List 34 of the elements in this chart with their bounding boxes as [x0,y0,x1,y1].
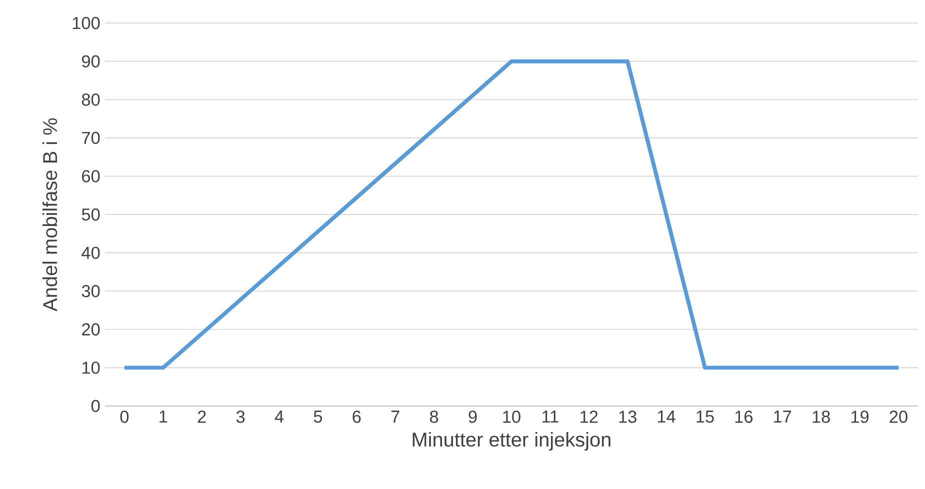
y-tick-label: 80 [82,93,100,106]
y-tick-label: 50 [82,208,100,221]
x-tick-label: 7 [391,410,400,422]
y-tick-label: 100 [72,16,100,30]
x-tick-label: 0 [120,410,129,423]
x-tick-label: 3 [236,410,245,423]
x-tick-label: 20 [890,410,908,423]
y-tick-label: 30 [82,284,100,298]
x-tick-label: 5 [314,410,322,423]
y-tick-label: 20 [82,323,100,336]
x-tick-label: 2 [198,410,206,423]
x-tick-label: 15 [696,410,714,423]
x-tick-label: 13 [619,410,636,423]
y-tick-label: 40 [82,246,100,259]
y-tick-label: 0 [91,400,100,412]
x-tick-label: 12 [580,410,598,423]
y-axis-title: Andel mobilfase B i % [42,118,58,312]
x-tick-label: 4 [274,410,284,422]
x-tick-label: 1 [160,410,168,422]
x-axis-title: Minutter etter injeksjon [412,432,610,451]
x-tick-label: 14 [658,410,676,422]
x-tick-label: 18 [812,410,830,423]
x-tick-label: 17 [774,410,792,422]
x-tick-label: 16 [735,410,753,423]
y-tick-label: 60 [82,170,100,182]
y-tick-label: 70 [82,132,100,144]
x-tick-label: 6 [352,410,361,423]
y-tick-label: 90 [82,55,100,68]
y-tick-label: 10 [82,362,100,374]
x-tick-label: 10 [503,410,520,423]
x-tick-label: 8 [430,410,438,423]
x-tick-label: 11 [542,410,558,422]
x-tick-label: 9 [468,410,477,423]
x-tick-label: 19 [851,410,869,423]
